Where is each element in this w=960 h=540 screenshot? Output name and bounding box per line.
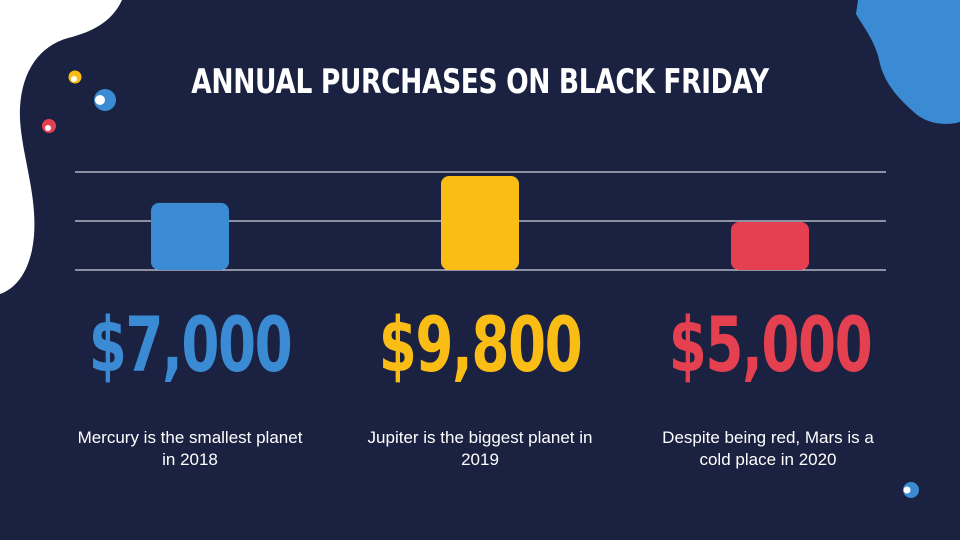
bar-jupiter — [441, 176, 519, 270]
blue-blob-shape — [856, 0, 960, 124]
yellow-bubble-icon — [68, 70, 82, 84]
description-jupiter: Jupiter is the biggest planet in 2019 — [367, 428, 593, 469]
blue-bubble-icon — [94, 89, 116, 111]
white-blob-shape — [0, 0, 122, 294]
description-mercury: Mercury is the smallest planet in 2018 — [77, 428, 303, 469]
value-label-jupiter: $9,800 — [378, 300, 583, 389]
bar-mars — [731, 222, 809, 270]
value-label-mercury: $7,000 — [88, 300, 293, 389]
small-blue-bubble-icon — [903, 482, 919, 498]
value-label-mars: $5,000 — [668, 300, 873, 389]
slide-title: ANNUAL PURCHASES ON BLACK FRIDAY — [191, 62, 769, 102]
bar-mercury — [151, 202, 229, 270]
description-mars: Despite being red, Mars is a cold place … — [662, 428, 874, 469]
red-bubble-icon — [42, 119, 56, 133]
